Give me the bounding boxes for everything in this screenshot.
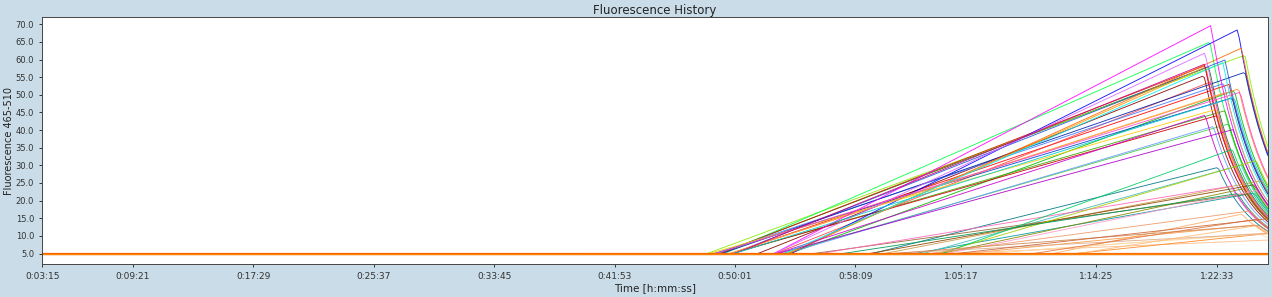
Title: Fluorescence History: Fluorescence History: [594, 4, 717, 17]
Y-axis label: Fluorescence 465-510: Fluorescence 465-510: [4, 87, 14, 195]
X-axis label: Time [h:mm:ss]: Time [h:mm:ss]: [614, 283, 696, 293]
